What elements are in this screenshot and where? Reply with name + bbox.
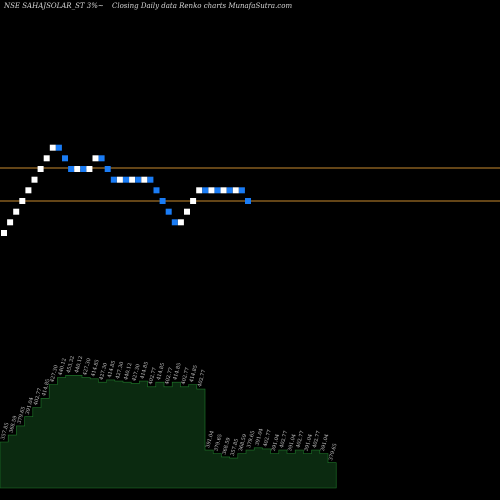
volume-price-label: 440.12 [58, 358, 68, 376]
volume-price-label: 427.30 [49, 365, 59, 383]
renko-brick-down [55, 144, 62, 151]
renko-brick-up [177, 219, 184, 226]
volume-price-label: 391.04 [205, 430, 215, 448]
renko-brick-up [190, 198, 197, 204]
renko-brick-down [202, 187, 209, 194]
renko-brick-up [31, 176, 38, 183]
renko-brick-down [123, 176, 129, 183]
volume-price-label: 414.85 [107, 360, 117, 378]
renko-brick-up [13, 208, 20, 215]
volume-price-label: 402.77 [312, 430, 322, 448]
ticker-label: NSE SAHAJSOLAR_ST 3%~ [4, 2, 104, 10]
volume-price-label: 391.04 [271, 434, 281, 452]
renko-brick-up [19, 198, 26, 204]
price-levels [0, 167, 500, 202]
renko-brick-up [141, 176, 148, 183]
volume-price-label: 453.32 [66, 355, 76, 373]
renko-brick-up [86, 166, 93, 172]
renko-brick-down [80, 166, 87, 172]
renko-brick-down [110, 176, 117, 183]
volume-area [0, 375, 337, 489]
volume-price-label: 357.85 [0, 422, 10, 440]
volume-price-label: 414.85 [41, 378, 51, 396]
renko-brick-down [159, 198, 166, 204]
renko-brick-down [226, 187, 233, 194]
volume-price-label: 402.77 [33, 388, 43, 406]
renko-bricks [1, 144, 251, 236]
renko-brick-up [220, 187, 227, 194]
chart-description: Closing Daily data Renko charts MunafaSu… [111, 2, 293, 10]
volume-price-label: 402.77 [263, 429, 273, 447]
volume-price-label: 402.77 [164, 367, 174, 385]
volume-price-label: 402.77 [295, 430, 305, 448]
renko-brick-down [214, 187, 221, 194]
volume-price-label: 440.12 [123, 362, 133, 380]
volume-price-label: 427.30 [115, 361, 125, 379]
renko-brick-up [184, 208, 190, 215]
volume-price-label: 427.30 [99, 362, 109, 380]
renko-brick-up [232, 187, 239, 194]
volume-price-label: 427.30 [82, 358, 92, 376]
chart-title: NSE SAHAJSOLAR_ST 3%~ Closing Daily data… [4, 2, 298, 10]
volume-price-label: 379.65 [328, 443, 338, 461]
renko-brick-up [49, 144, 56, 151]
volume-price-label: 391.04 [25, 397, 35, 415]
renko-brick-up [129, 176, 136, 183]
renko-brick-down [98, 155, 105, 162]
renko-brick-down [104, 166, 111, 172]
renko-brick-down [165, 208, 172, 215]
volume-price-label: 414.85 [90, 359, 100, 377]
renko-brick-up [25, 187, 32, 194]
renko-brick-up [116, 176, 123, 183]
volume-price-label: 414.85 [156, 362, 166, 380]
renko-brick-up [37, 166, 44, 172]
volume-labels: 357.85368.59379.65391.04402.77414.85427.… [0, 355, 338, 461]
volume-price-label: 379.65 [213, 434, 223, 452]
volume-price-label: 414.85 [189, 365, 199, 383]
volume-price-label: 391.04 [254, 428, 264, 446]
volume-price-label: 391.04 [287, 434, 297, 452]
volume-price-label: 379.65 [246, 430, 256, 448]
volume-price-label: 368.59 [222, 437, 232, 455]
renko-brick-down [62, 155, 68, 162]
renko-brick-up [1, 230, 7, 236]
renko-brick-up [208, 187, 215, 194]
volume-price-label: 440.12 [74, 355, 84, 373]
renko-brick-down [147, 176, 154, 183]
renko-brick-down [238, 187, 245, 194]
volume-price-label: 402.77 [148, 367, 158, 385]
volume-price-label: 357.85 [230, 438, 240, 456]
volume-price-label: 379.65 [17, 406, 27, 424]
volume-price-label: 402.77 [181, 367, 191, 385]
renko-brick-up [7, 219, 14, 226]
renko-brick-up [92, 155, 99, 162]
renko-brick-up [196, 187, 203, 194]
renko-brick-down [245, 198, 251, 204]
volume-price-label: 402.77 [279, 430, 289, 448]
volume-price-label: 391.04 [304, 434, 314, 452]
volume-price-label: 368.59 [8, 415, 18, 433]
volume-price-label: 368.59 [238, 434, 248, 452]
volume-price-label: 414.85 [140, 361, 150, 379]
volume-area-path [0, 375, 337, 489]
renko-brick-up [43, 155, 50, 162]
renko-brick-up [74, 166, 81, 172]
volume-price-label: 402.77 [197, 369, 207, 387]
renko-brick-down [171, 219, 178, 226]
volume-price-label: 414.85 [172, 362, 182, 380]
renko-brick-down [68, 166, 75, 172]
volume-price-label: 391.04 [320, 434, 330, 452]
renko-brick-down [135, 176, 142, 183]
renko-brick-down [153, 187, 160, 194]
volume-price-label: 427.30 [131, 363, 141, 381]
